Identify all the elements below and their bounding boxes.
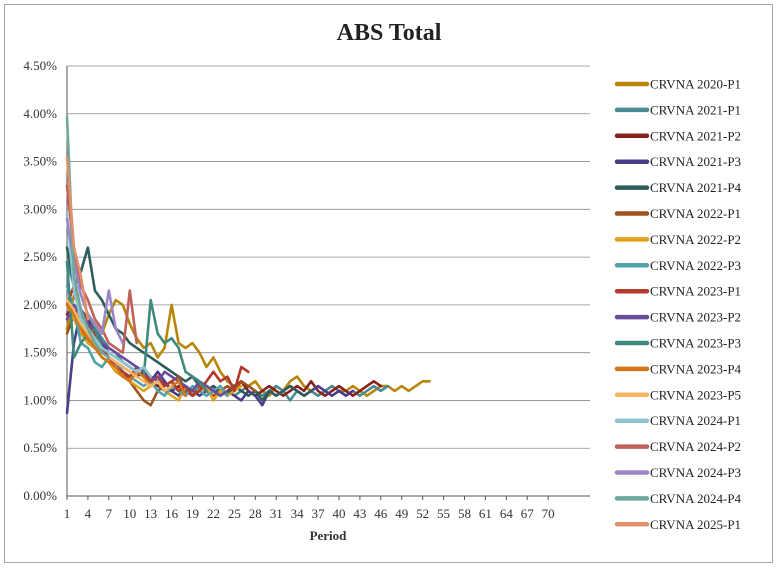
x-tick-label: 49 [395,506,408,521]
legend-label: CRVNA 2022-P3 [650,258,741,273]
y-tick-label: 1.00% [23,392,57,407]
legend-item: CRVNA 2021-P1 [614,102,741,117]
x-tick-label: 40 [332,506,345,521]
legend-item: CRVNA 2021-P4 [614,180,742,195]
x-tick-label: 25 [228,506,241,521]
x-tick-labels: 1 4 7 10 13 16 19 22 25 28 31 34 37 40 43 46 49 52 55 58 61 6… [64,506,555,521]
legend-label: CRVNA 2021-P4 [650,180,742,195]
y-tick-label: 3.50% [23,154,57,169]
x-tick-label: 13 [144,506,157,521]
legend-label: CRVNA 2022-P1 [650,206,741,221]
chart-frame [4,4,773,563]
legend-label: CRVNA 2021-P2 [650,128,741,143]
series-line-crvna-2025-p1 [65,155,90,321]
series-line-crvna-2020-p1 [65,293,431,398]
legend-item: CRVNA 2024-P1 [614,413,741,428]
legend-label: CRVNA 2024-P2 [650,439,741,454]
x-tick-label: 22 [207,506,220,521]
legend-label: CRVNA 2024-P3 [650,465,741,480]
legend-item: CRVNA 2024-P3 [614,465,741,480]
legend-item: CRVNA 2020-P1 [614,77,741,92]
series-line-crvna-2024-p3 [65,217,125,345]
y-tick-label: 2.50% [23,249,57,264]
y-tick-label: 4.00% [23,106,57,121]
legend-item: CRVNA 2021-P3 [614,154,741,169]
legend-item: CRVNA 2022-P2 [614,232,741,247]
x-tick-label: 28 [249,506,262,521]
x-tick-label: 1 [64,506,71,521]
series-line-crvna-2024-p4 [65,115,111,359]
x-tick-label: 61 [479,506,492,521]
legend-item: CRVNA 2021-P2 [614,128,741,143]
x-axis-title: Period [310,528,348,543]
legend-item: CRVNA 2023-P1 [614,284,741,299]
y-tick-label: 0.00% [23,488,57,503]
legend-item: CRVNA 2022-P3 [614,258,741,273]
x-tick-label: 16 [165,506,179,521]
x-tick-label: 43 [353,506,366,521]
legend-label: CRVNA 2023-P1 [650,284,741,299]
x-tick-label: 7 [106,506,113,521]
legend-item: CRVNA 2023-P2 [614,310,741,325]
x-tick-label: 70 [542,506,555,521]
x-tick-label: 34 [291,506,305,521]
x-tick-label: 67 [521,506,535,521]
legend-label: CRVNA 2023-P5 [650,387,741,402]
legend-label: CRVNA 2025-P1 [650,517,741,532]
x-tick-label: 46 [374,506,388,521]
y-tick-labels: 0.00% 0.50% 1.00% 1.50% 2.00% 2.50% 3.00% 3.50%… [23,58,57,503]
y-tick-label: 0.50% [23,440,57,455]
legend-item: CRVNA 2023-P3 [614,336,741,351]
y-tick-label: 3.00% [23,201,57,216]
x-tick-label: 58 [458,506,471,521]
legend-item: CRVNA 2024-P2 [614,439,741,454]
legend-item: CRVNA 2022-P1 [614,206,741,221]
legend-label: CRVNA 2023-P3 [650,336,741,351]
x-tick-label: 10 [123,506,136,521]
series-line-crvna-2023-p5 [65,298,173,393]
legend-label: CRVNA 2020-P1 [650,77,741,92]
series-lines [65,115,431,415]
legend-label: CRVNA 2022-P2 [650,232,741,247]
x-tick-label: 19 [186,506,199,521]
y-tick-label: 1.50% [23,345,57,360]
legend-item: CRVNA 2024-P4 [614,491,742,506]
legend-label: CRVNA 2023-P2 [650,310,741,325]
x-tick-label: 31 [270,506,283,521]
y-tick-label: 2.00% [23,297,57,312]
y-tick-label: 4.50% [23,58,57,73]
legend-label: CRVNA 2021-P1 [650,102,741,117]
series-line-crvna-2024-p1 [65,212,152,378]
legend: CRVNA 2020-P1 CRVNA 2021-P1 CRVNA 2021-P2 C… [614,77,742,532]
legend-label: CRVNA 2023-P4 [650,361,742,376]
x-tick-label: 64 [500,506,514,521]
axes [66,66,590,500]
legend-item: CRVNA 2023-P5 [614,387,741,402]
legend-label: CRVNA 2024-P1 [650,413,741,428]
chart-title: ABS Total [337,20,442,46]
legend-item: CRVNA 2025-P1 [614,517,741,532]
x-tick-label: 55 [437,506,450,521]
series-line-crvna-2021-p4 [65,246,313,402]
legend-label: CRVNA 2024-P4 [650,491,742,506]
legend-label: CRVNA 2021-P3 [650,154,741,169]
x-tick-label: 4 [85,506,92,521]
legend-item: CRVNA 2023-P4 [614,361,742,376]
x-tick-label: 52 [416,506,429,521]
x-tick-label: 37 [312,506,326,521]
